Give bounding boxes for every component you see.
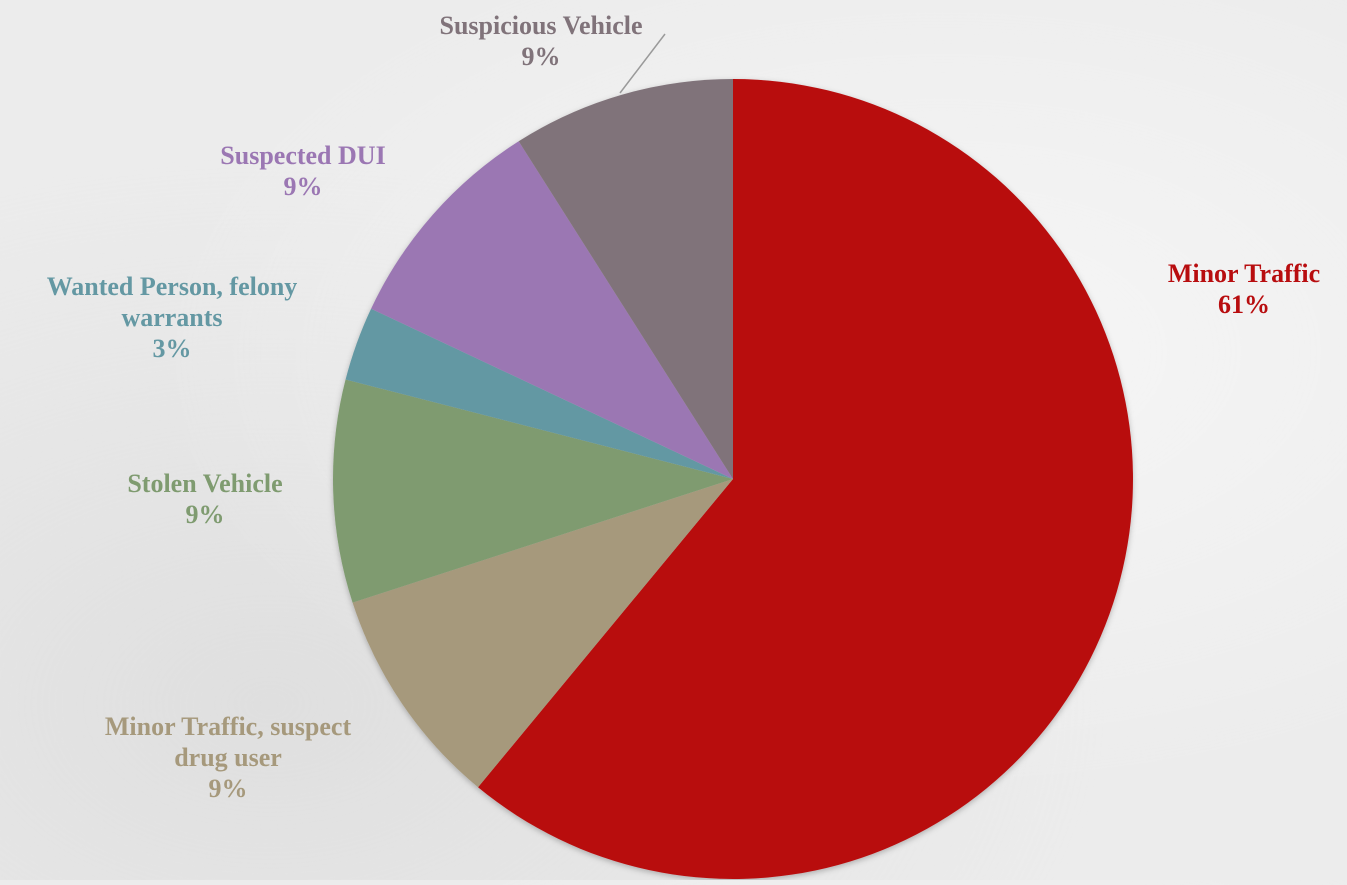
slice-label-suspected-dui: Suspected DUI 9% (220, 141, 385, 201)
pie-slice-wanted-person-felony-warrants (345, 308, 733, 479)
slice-percent-label: 9% (522, 42, 561, 71)
slice-label-suspicious-vehicle: Suspicious Vehicle 9% (439, 11, 642, 71)
pie-slice-suspected-dui (371, 141, 733, 479)
slice-name-label: Stolen Vehicle (127, 469, 282, 498)
slice-label-wanted-person-felony-warrants: Wanted Person, felony warrants 3% (47, 272, 298, 363)
slice-percent-label: 9% (186, 500, 225, 529)
slice-labels: Minor Traffic 61% Minor Traffic, suspect dr… (47, 11, 1320, 803)
slice-percent-label: 9% (284, 172, 323, 201)
slice-name-label: Suspicious Vehicle (439, 11, 642, 40)
slice-name-label: drug user (174, 743, 282, 772)
slice-name-label: Wanted Person, felony (47, 272, 298, 301)
slice-label-minor-traffic-suspect-drug-user: Minor Traffic, suspect drug user 9% (105, 712, 352, 803)
slice-name-label: Minor Traffic, suspect (105, 712, 352, 741)
pie-slice-minor-traffic-suspect-drug-user (352, 479, 733, 788)
slice-percent-label: 3% (153, 334, 192, 363)
slice-label-minor-traffic: Minor Traffic 61% (1168, 259, 1320, 319)
pie-slices (333, 79, 1133, 879)
slice-name-label: Minor Traffic (1168, 259, 1320, 288)
leader-line-suspicious-vehicle (619, 33, 666, 94)
pie-slice-suspicious-vehicle (518, 79, 733, 479)
pie-slice-minor-traffic (478, 79, 1133, 879)
slice-label-stolen-vehicle: Stolen Vehicle 9% (127, 469, 282, 529)
leader-lines (619, 33, 666, 94)
pie-slice-stolen-vehicle (333, 379, 733, 603)
slice-percent-label: 9% (209, 774, 248, 803)
slice-name-label: Suspected DUI (220, 141, 385, 170)
slice-percent-label: 61% (1218, 290, 1270, 319)
slice-name-label: warrants (121, 303, 222, 332)
